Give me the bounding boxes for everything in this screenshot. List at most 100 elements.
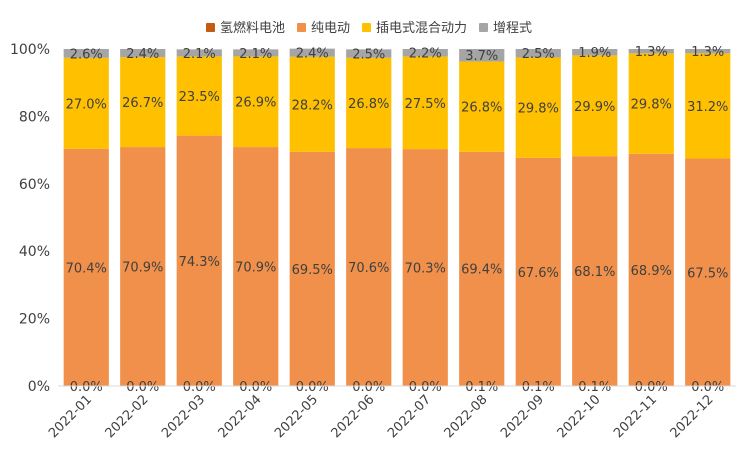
bar-segment-4-2022-01 bbox=[63, 49, 109, 58]
legend-swatch-4 bbox=[479, 23, 488, 32]
bar-segment-3-2022-12 bbox=[685, 53, 731, 159]
bar-segment-3-2022-10 bbox=[572, 55, 618, 157]
bar-segment-3-2022-03 bbox=[176, 56, 222, 136]
bar-segment-4-2022-03 bbox=[176, 49, 222, 57]
x-tick-label: 2022-12 bbox=[668, 392, 717, 441]
y-tick-label: 80% bbox=[19, 109, 50, 125]
legend-swatch-3 bbox=[362, 23, 371, 32]
data-label-1-2022-10: 0.1% bbox=[578, 380, 611, 395]
bar-segment-2-2022-01 bbox=[63, 148, 109, 386]
x-tick-label: 2022-10 bbox=[555, 392, 604, 441]
data-label-4-2022-07: 2.2% bbox=[409, 47, 442, 62]
bar-segment-2-2022-03 bbox=[176, 135, 222, 386]
y-tick-label: 0% bbox=[28, 379, 50, 395]
y-tick-label: 40% bbox=[19, 244, 50, 260]
bar-segment-3-2022-11 bbox=[628, 53, 674, 154]
data-label-4-2022-10: 1.9% bbox=[578, 46, 611, 61]
data-label-4-2022-06: 2.5% bbox=[352, 48, 385, 63]
bar-segment-2-2022-09 bbox=[515, 157, 561, 386]
data-label-2-2022-07: 70.3% bbox=[405, 262, 446, 277]
data-label-4-2022-04: 2.1% bbox=[239, 47, 272, 62]
data-label-4-2022-05: 2.4% bbox=[296, 47, 329, 62]
legend: 氢燃料电池 纯电动 插电式混合动力 增程式 bbox=[206, 20, 532, 36]
bar-segment-4-2022-04 bbox=[233, 49, 279, 57]
data-label-3-2022-04: 26.9% bbox=[235, 96, 276, 111]
bar-segment-2-2022-04 bbox=[233, 147, 279, 386]
y-tick-label: 20% bbox=[19, 312, 50, 328]
bar-segment-3-2022-05 bbox=[289, 56, 335, 152]
data-label-4-2022-08: 3.7% bbox=[465, 49, 498, 64]
y-tick-label: 60% bbox=[19, 177, 50, 193]
data-label-3-2022-07: 27.5% bbox=[405, 97, 446, 112]
legend-label-4: 增程式 bbox=[493, 21, 532, 36]
data-label-2-2022-11: 68.9% bbox=[631, 264, 672, 279]
x-tick-label: 2022-01 bbox=[46, 392, 95, 441]
bar-segment-3-2022-04 bbox=[233, 56, 279, 148]
data-label-3-2022-01: 27.0% bbox=[66, 97, 107, 112]
bar-segment-3-2022-07 bbox=[402, 56, 448, 150]
legend-swatch-2 bbox=[297, 23, 306, 32]
bar-segment-4-2022-05 bbox=[289, 48, 335, 57]
legend-label-1: 氢燃料电池 bbox=[220, 20, 285, 36]
data-label-3-2022-03: 23.5% bbox=[179, 90, 220, 105]
data-label-3-2022-05: 28.2% bbox=[292, 98, 333, 113]
legend-swatch-1 bbox=[206, 23, 215, 32]
data-label-1-2022-01: 0.0% bbox=[70, 380, 103, 395]
data-label-4-2022-11: 1.3% bbox=[635, 45, 668, 60]
bar-segment-3-2022-01 bbox=[63, 57, 109, 149]
x-tick-label: 2022-06 bbox=[329, 392, 378, 441]
data-label-1-2022-12: 0.0% bbox=[691, 380, 724, 395]
data-labels: 0.0% 70.4% 27.0% 2.6% 0.0% 70.9% 26.7% 2.4% 0.0%… bbox=[66, 45, 729, 395]
data-label-1-2022-06: 0.0% bbox=[352, 380, 385, 395]
data-label-2-2022-02: 70.9% bbox=[122, 261, 163, 276]
data-label-3-2022-02: 26.7% bbox=[122, 96, 163, 111]
data-label-4-2022-03: 2.1% bbox=[183, 47, 216, 62]
bar-segment-2-2022-10 bbox=[572, 156, 618, 386]
x-tick-label: 2022-11 bbox=[611, 392, 660, 441]
bar-segment-3-2022-09 bbox=[515, 57, 561, 158]
bar-segment-2-2022-02 bbox=[120, 147, 166, 386]
y-tick-label: 100% bbox=[10, 42, 50, 58]
bar-segment-4-2022-09 bbox=[515, 49, 561, 58]
data-label-1-2022-05: 0.0% bbox=[296, 380, 329, 395]
bar-segment-2-2022-08 bbox=[459, 151, 505, 386]
x-tick-label: 2022-03 bbox=[159, 392, 208, 441]
bar-segment-4-2022-08 bbox=[459, 49, 505, 62]
x-tick-label: 2022-09 bbox=[498, 392, 547, 441]
data-label-1-2022-02: 0.0% bbox=[126, 380, 159, 395]
data-label-1-2022-03: 0.0% bbox=[183, 380, 216, 395]
data-label-2-2022-05: 69.5% bbox=[292, 263, 333, 278]
data-label-4-2022-01: 2.6% bbox=[70, 47, 103, 62]
data-label-2-2022-04: 70.9% bbox=[235, 261, 276, 276]
data-label-3-2022-12: 31.2% bbox=[687, 100, 728, 115]
x-tick-label: 2022-02 bbox=[103, 392, 152, 441]
y-axis: 0% 20% 40% 60% 80% 100% bbox=[10, 42, 50, 395]
data-label-1-2022-09: 0.1% bbox=[522, 380, 555, 395]
data-label-4-2022-12: 1.3% bbox=[691, 45, 724, 60]
x-tick-label: 2022-04 bbox=[216, 392, 265, 441]
data-label-1-2022-08: 0.1% bbox=[465, 380, 498, 395]
bar-segment-2-2022-12 bbox=[685, 158, 731, 386]
x-tick-label: 2022-08 bbox=[442, 392, 491, 441]
bar-segment-3-2022-02 bbox=[120, 57, 166, 148]
bar-segment-2-2022-05 bbox=[289, 151, 335, 386]
bar-segment-3-2022-08 bbox=[459, 61, 505, 152]
bar-segment-3-2022-06 bbox=[346, 57, 392, 149]
data-label-2-2022-09: 67.6% bbox=[518, 266, 559, 281]
x-tick-label: 2022-07 bbox=[385, 392, 434, 441]
bar-segment-4-2022-07 bbox=[402, 49, 448, 57]
data-label-3-2022-08: 26.8% bbox=[461, 101, 502, 116]
data-label-4-2022-02: 2.4% bbox=[126, 47, 159, 62]
legend-label-3: 插电式混合动力 bbox=[376, 21, 467, 36]
bar-segment-2-2022-07 bbox=[402, 149, 448, 386]
data-label-3-2022-06: 26.8% bbox=[348, 97, 389, 112]
data-label-3-2022-09: 29.8% bbox=[518, 102, 559, 117]
bar-segment-4-2022-12 bbox=[685, 49, 731, 54]
data-label-1-2022-11: 0.0% bbox=[635, 380, 668, 395]
bar-segment-4-2022-11 bbox=[628, 49, 674, 54]
data-label-2-2022-08: 69.4% bbox=[461, 263, 502, 278]
bar-segment-4-2022-02 bbox=[120, 49, 166, 58]
data-label-1-2022-07: 0.0% bbox=[409, 380, 442, 395]
